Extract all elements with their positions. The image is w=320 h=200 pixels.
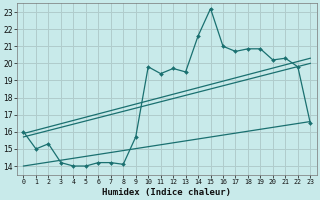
X-axis label: Humidex (Indice chaleur): Humidex (Indice chaleur) <box>102 188 231 197</box>
